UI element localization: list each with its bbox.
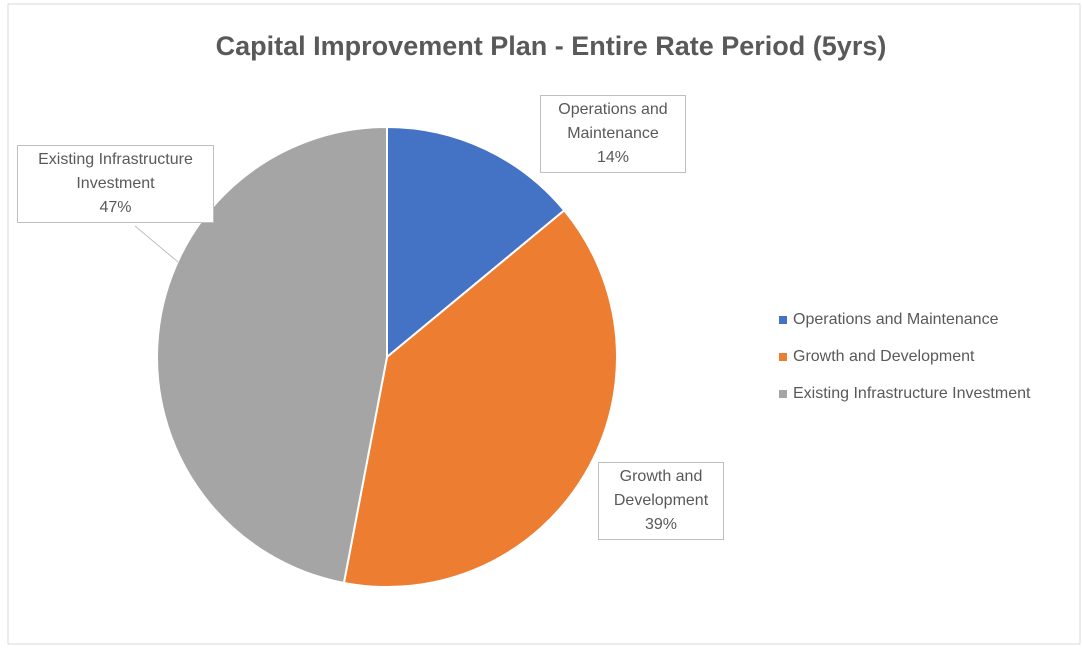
data-label: Growth and Development 39%: [598, 462, 724, 540]
data-label-value: 47%: [99, 199, 132, 216]
data-label-category: Existing Infrastructure Investment: [38, 151, 193, 192]
pie-slice: [156, 125, 388, 585]
data-label: Existing Infrastructure Investment 47%: [17, 145, 214, 223]
legend-label: Growth and Development: [793, 348, 975, 365]
legend-swatch: [779, 390, 787, 398]
data-label: Operations and Maintenance 14%: [540, 95, 686, 173]
pie-slice: [342, 208, 618, 588]
data-label-category: Operations and Maintenance: [558, 101, 668, 142]
legend-label: Existing Infrastructure Investment: [793, 385, 1031, 402]
legend-swatch: [779, 316, 787, 324]
data-label-category: Growth and Development: [613, 468, 709, 509]
legend-label: Operations and Maintenance: [793, 311, 999, 328]
leader-line: [134, 225, 179, 263]
data-label-value: 14%: [596, 149, 630, 166]
legend-swatch: [779, 353, 787, 361]
pie-slice: [386, 125, 566, 360]
chart-title: Capital Improvement Plan - Entire Rate P…: [216, 31, 887, 61]
data-label-value: 39%: [644, 516, 678, 533]
